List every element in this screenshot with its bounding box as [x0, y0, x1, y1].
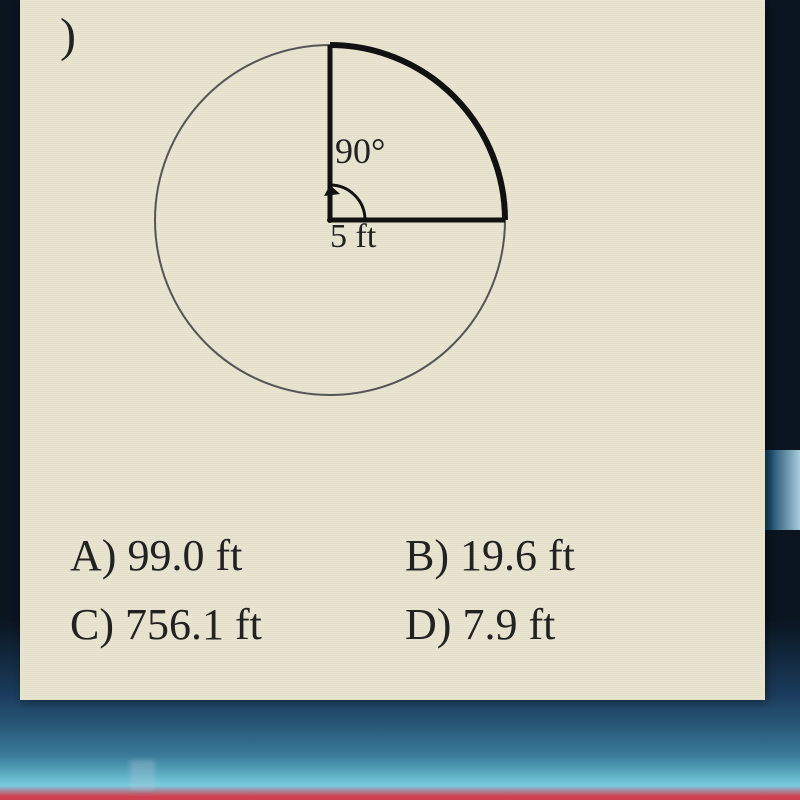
screen-dust-artifact — [130, 760, 155, 790]
choice-c: C) 756.1 ft — [70, 599, 395, 650]
choice-text: 99.0 ft — [127, 531, 242, 580]
choice-letter: D) — [405, 600, 451, 649]
radius-label: 5 ft — [330, 218, 376, 256]
question-number-paren: ) — [60, 8, 76, 63]
choice-a: A) 99.0 ft — [70, 530, 395, 581]
choice-letter: C) — [70, 600, 114, 649]
choice-letter: B) — [405, 531, 449, 580]
choice-text: 19.6 ft — [460, 531, 575, 580]
choice-letter: A) — [70, 531, 116, 580]
choice-d: D) 7.9 ft — [405, 599, 730, 650]
choice-b: B) 19.6 ft — [405, 530, 730, 581]
choice-text: 756.1 ft — [125, 600, 262, 649]
answer-choices: A) 99.0 ft B) 19.6 ft C) 756.1 ft D) 7.9… — [70, 530, 730, 650]
choice-text: 7.9 ft — [462, 600, 555, 649]
question-paper: ) 90° 5 ft A) 99.0 ft B) 19.6 ft C) 756.… — [20, 0, 765, 700]
angle-label: 90° — [335, 130, 385, 172]
